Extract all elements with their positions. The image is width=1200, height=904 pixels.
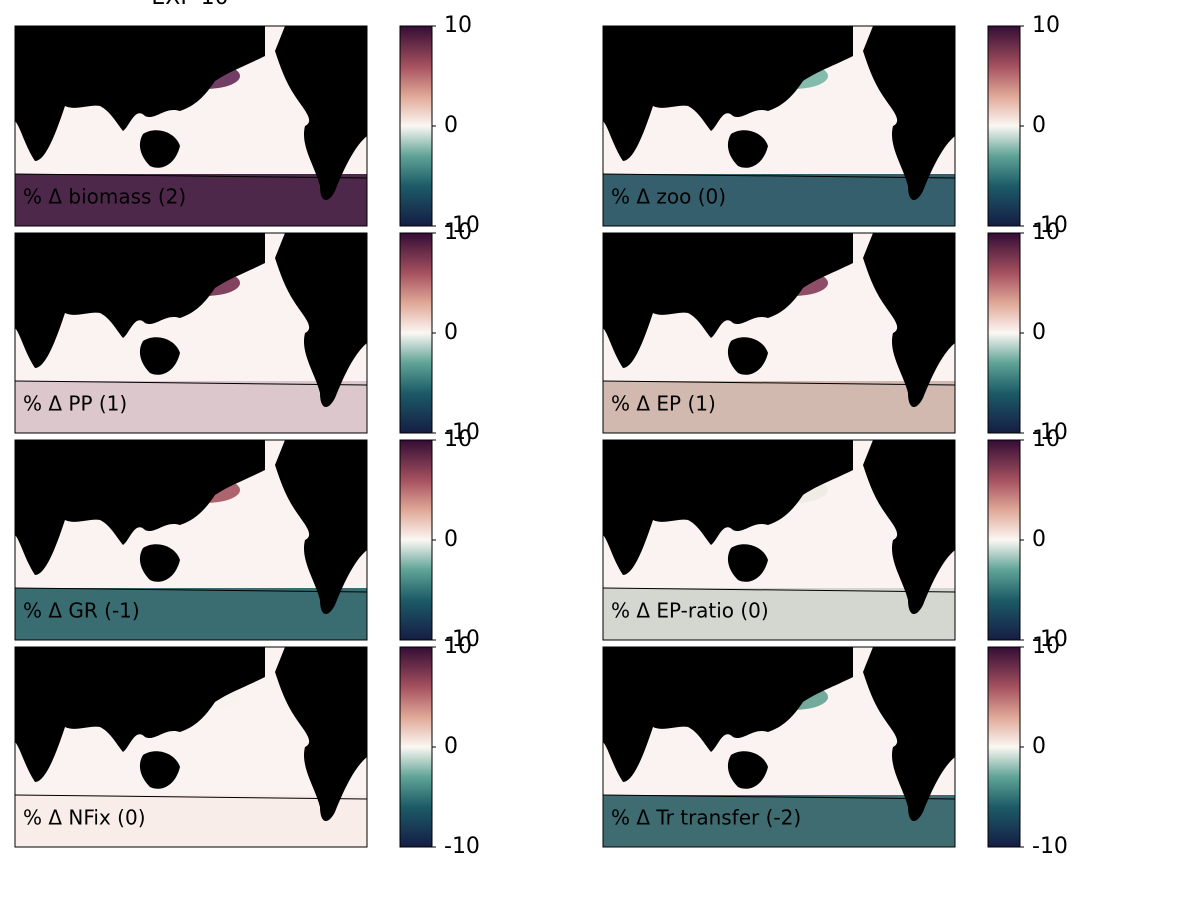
colorbar-tick-label: -10 [444,420,480,445]
colorbar [399,439,433,641]
front-line [602,173,956,179]
colorbar-tick-label: -10 [444,213,480,238]
panel-label: % Δ NFix (0) [23,806,146,830]
colorbar-tick-label: -10 [444,627,480,652]
colorbar [987,439,1021,641]
colorbar [399,25,433,227]
colorbar-tick-label: 10 [1032,13,1060,38]
panel-label: % Δ EP-ratio (0) [611,599,769,623]
map-frame [14,646,368,848]
front-line [14,173,368,179]
figure-title: EXP 10 [151,0,228,10]
front-line [602,794,956,800]
southern-ocean-band [603,381,955,433]
panel-label: % Δ PP (1) [23,392,127,416]
colorbar-tick-label: 0 [1032,527,1046,552]
front-line [602,380,956,386]
southern-ocean-band [15,795,367,847]
map-panel: % Δ zoo (0) [602,25,956,227]
front-line [14,794,368,800]
panel-label: % Δ GR (-1) [23,599,140,623]
map-panel: % Δ biomass (2) [14,25,368,227]
map-frame [602,232,956,434]
front-line [14,380,368,386]
map-frame [602,439,956,641]
colorbar-tick-label: 0 [444,320,458,345]
colorbar-tick-label: 0 [1032,320,1046,345]
panel-label: % Δ biomass (2) [23,185,186,209]
southern-ocean-band [15,174,367,226]
colorbar [399,646,433,848]
southern-ocean-band [15,588,367,640]
colorbar-tick-label: -10 [444,834,480,859]
map-frame [14,25,368,227]
map-frame [14,439,368,641]
colorbar-tick-label: 0 [444,734,458,759]
colorbar-tick-label: 0 [444,113,458,138]
colorbar-tick-label: 10 [444,634,472,659]
colorbar-tick-label: 10 [444,220,472,245]
colorbar-tick-label: 10 [444,13,472,38]
colorbar-tick-label: -10 [1032,213,1068,238]
map-frame [602,646,956,848]
colorbar-tick-label: 0 [444,527,458,552]
colorbar [399,232,433,434]
southern-ocean-band [603,174,955,226]
map-frame [602,25,956,227]
map-panel: % Δ NFix (0) [14,646,368,848]
front-line [14,587,368,593]
map-panel: % Δ EP-ratio (0) [602,439,956,641]
colorbar [987,646,1021,848]
colorbar-tick-label: 0 [1032,113,1046,138]
map-panel: % Δ EP (1) [602,232,956,434]
map-panel: % Δ Tr transfer (-2) [602,646,956,848]
colorbar-tick-label: 0 [1032,734,1046,759]
colorbar [987,232,1021,434]
colorbar-tick-label: -10 [1032,420,1068,445]
southern-ocean-band [603,795,955,847]
colorbar-tick-label: 10 [1032,427,1060,452]
colorbar [987,25,1021,227]
colorbar-tick-label: 10 [444,427,472,452]
colorbar-tick-label: -10 [1032,834,1068,859]
colorbar-tick-label: 10 [1032,634,1060,659]
panel-label: % Δ EP (1) [611,392,716,416]
panel-label: % Δ Tr transfer (-2) [611,806,801,830]
colorbar-tick-label: -10 [1032,627,1068,652]
colorbar-tick-label: 10 [1032,220,1060,245]
front-line [602,587,956,593]
map-frame [14,232,368,434]
map-panel: % Δ GR (-1) [14,439,368,641]
southern-ocean-band [603,588,955,640]
panel-label: % Δ zoo (0) [611,185,726,209]
southern-ocean-band [15,381,367,433]
map-panel: % Δ PP (1) [14,232,368,434]
